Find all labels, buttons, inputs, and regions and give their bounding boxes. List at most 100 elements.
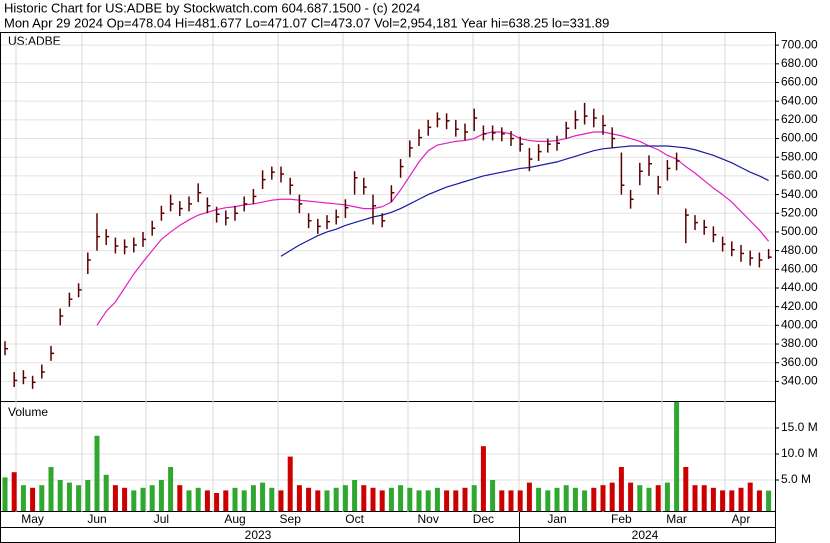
volume-bar — [591, 487, 597, 511]
volume-bar — [57, 480, 63, 511]
volume-bar — [434, 487, 440, 511]
symbol-label: US:ADBE — [8, 34, 61, 48]
volume-bar — [149, 485, 155, 511]
volume-bar — [526, 482, 532, 511]
volume-bar — [655, 485, 661, 511]
y-tick-label: 10.0 M — [781, 446, 818, 460]
y-tick-label: 380.00 — [781, 336, 818, 350]
volume-bar — [379, 490, 385, 511]
volume-bar — [453, 490, 459, 511]
volume-bar — [186, 490, 192, 511]
y-tick-label: 15.0 M — [781, 420, 818, 434]
volume-bar — [103, 474, 109, 511]
x-tick-label: Feb — [611, 512, 632, 526]
volume-bar — [536, 487, 542, 511]
volume-bar — [637, 485, 643, 511]
y-tick-label: 360.00 — [781, 355, 818, 369]
y-tick-label: 500.00 — [781, 224, 818, 238]
chart-title: Historic Chart for US:ADBE by Stockwatch… — [4, 0, 420, 15]
volume-bar — [582, 490, 588, 511]
y-tick-label: 400.00 — [781, 318, 818, 332]
volume-bar — [490, 480, 496, 511]
volume-bar — [342, 485, 348, 511]
volume-bar — [112, 485, 118, 511]
volume-bar — [416, 490, 422, 511]
volume-bar — [425, 490, 431, 511]
y-tick-label: 680.00 — [781, 56, 818, 70]
volume-bar — [296, 485, 302, 511]
volume-bar — [554, 487, 560, 511]
volume-bar — [572, 487, 578, 511]
volume-bar — [260, 482, 266, 511]
volume-bar — [20, 485, 26, 511]
volume-bar — [333, 487, 339, 511]
moving-average — [280, 145, 769, 257]
volume-bar — [398, 485, 404, 511]
volume-bar — [462, 487, 468, 511]
volume-bar — [315, 490, 321, 511]
volume-bar — [76, 485, 82, 511]
volume-bar — [517, 490, 523, 511]
volume-bar — [287, 456, 293, 511]
volume-bar — [683, 467, 689, 511]
x-tick-label: Dec — [473, 512, 494, 526]
y-tick-label: 620.00 — [781, 112, 818, 126]
y-tick-label: 520.00 — [781, 205, 818, 219]
y-tick-label: 5.0 M — [781, 472, 811, 486]
volume-bar — [30, 487, 36, 511]
volume-bar — [628, 482, 634, 511]
volume-bar — [480, 446, 486, 511]
volume-bar — [471, 485, 477, 511]
volume-bar — [508, 490, 514, 511]
volume-bar — [131, 490, 137, 511]
volume-bar — [241, 490, 247, 511]
volume-bar — [499, 490, 505, 511]
volume-bar — [674, 402, 680, 511]
y-tick-label: 480.00 — [781, 243, 818, 257]
x-tick-label: Mar — [666, 512, 687, 526]
y-tick-label: 540.00 — [781, 187, 818, 201]
volume-bar — [158, 480, 164, 511]
x-tick-label: Apr — [732, 512, 751, 526]
volume-bar — [766, 490, 772, 511]
volume-bar — [710, 487, 716, 511]
volume-bar — [140, 487, 146, 511]
volume-bar — [48, 467, 54, 511]
volume-bar — [618, 467, 624, 511]
volume-bar — [195, 487, 201, 511]
volume-bar — [545, 490, 551, 511]
volume-bar — [407, 487, 413, 511]
volume-bar — [204, 490, 210, 511]
quote-line: Mon Apr 29 2024 Op=478.04 Hi=481.677 Lo=… — [4, 15, 609, 30]
volume-bar — [324, 490, 330, 511]
volume-bar — [269, 487, 275, 511]
volume-bar — [609, 482, 615, 511]
volume-bar — [352, 480, 358, 511]
volume-bar — [168, 467, 174, 511]
volume-bar — [223, 490, 229, 511]
volume-bar — [11, 472, 17, 511]
x-tick-label: Aug — [224, 512, 245, 526]
volume-bar — [720, 490, 726, 511]
volume-label: Volume — [8, 405, 48, 419]
month-separators — [15, 33, 726, 512]
x-tick-label: Jan — [547, 512, 566, 526]
volume-bar — [747, 482, 753, 511]
y-tick-label: 340.00 — [781, 374, 818, 388]
x-tick-label: Jul — [154, 512, 169, 526]
volume-bar — [388, 487, 394, 511]
volume-bar — [214, 493, 220, 511]
volume-bar — [232, 487, 238, 511]
volume-bar — [664, 482, 670, 511]
volume-bar — [94, 435, 100, 511]
y-tick-label: 700.00 — [781, 37, 818, 51]
volume-bar — [692, 485, 698, 511]
x-tick-label: Jun — [87, 512, 106, 526]
volume-bar — [66, 482, 72, 511]
volume-bar — [738, 487, 744, 511]
volume-bar — [278, 490, 284, 511]
volume-bar — [306, 487, 312, 511]
volume-bar — [2, 477, 8, 511]
x-tick-label: May — [21, 512, 44, 526]
